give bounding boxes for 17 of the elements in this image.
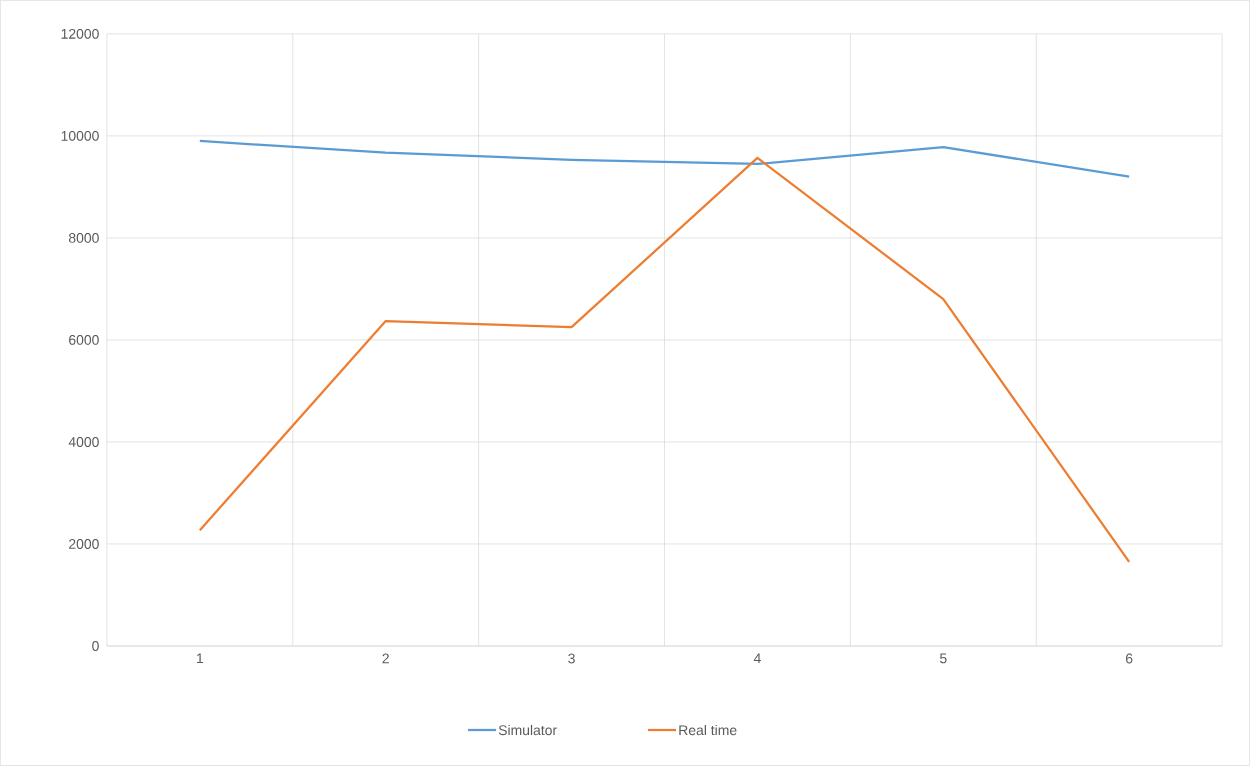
y-tick-label: 12000 xyxy=(61,28,99,39)
y-tick-label: 2000 xyxy=(69,539,99,549)
y-tick-label: 10000 xyxy=(61,130,99,141)
legend-label: Real time xyxy=(679,724,737,736)
x-tick-label: 4 xyxy=(753,653,761,664)
x-tick-label: 3 xyxy=(568,653,575,664)
x-tick-label: 1 xyxy=(197,653,204,664)
y-tick-label: 4000 xyxy=(68,437,99,447)
legend-label: Simulator xyxy=(498,724,557,736)
y-tick-label: 0 xyxy=(92,641,99,651)
line-series xyxy=(198,139,1131,178)
x-tick-label: 2 xyxy=(382,653,389,664)
y-tick-label: 8000 xyxy=(68,233,99,243)
x-tick-label: 5 xyxy=(939,653,947,664)
x-tick-label: 6 xyxy=(1125,653,1133,664)
y-tick-label: 6000 xyxy=(69,335,99,345)
line-series xyxy=(198,156,1131,563)
